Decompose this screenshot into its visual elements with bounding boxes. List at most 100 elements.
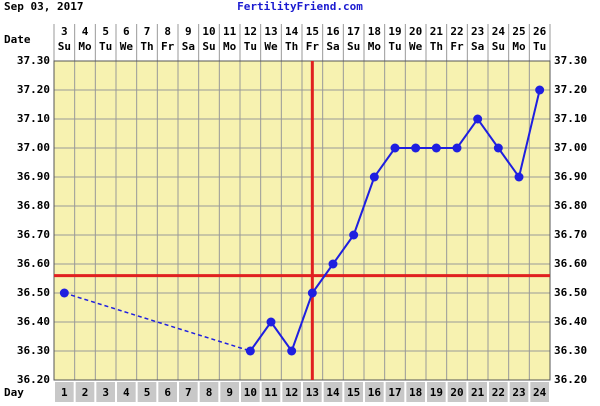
weekday-label: We bbox=[120, 40, 134, 53]
date-label: 11 bbox=[223, 25, 237, 38]
y-tick-label: 37.20 bbox=[17, 83, 50, 96]
x-tick-label: 10 bbox=[244, 386, 257, 399]
date-label: 13 bbox=[264, 25, 277, 38]
weekday-label: Su bbox=[202, 40, 215, 53]
x-tick-label: 5 bbox=[144, 386, 151, 399]
weekday-label: Tu bbox=[533, 40, 546, 53]
day-cell bbox=[509, 382, 529, 402]
day-cell bbox=[344, 382, 363, 402]
day-cell bbox=[323, 382, 343, 402]
date-label: 16 bbox=[326, 25, 340, 38]
weekday-label: Sa bbox=[471, 40, 484, 53]
day-cell bbox=[530, 382, 549, 402]
temperature-point bbox=[514, 172, 524, 182]
y-tick-label-right: 37.30 bbox=[554, 54, 587, 67]
x-tick-label: 14 bbox=[326, 386, 340, 399]
y-tick-label: 36.70 bbox=[17, 228, 50, 241]
weekday-label: Mo bbox=[78, 40, 92, 53]
date-label: 8 bbox=[164, 25, 171, 38]
x-tick-label: 19 bbox=[430, 386, 443, 399]
weekday-label: Th bbox=[430, 40, 443, 53]
weekday-label: Mo bbox=[512, 40, 526, 53]
x-tick-label: 12 bbox=[285, 386, 298, 399]
date-label: 12 bbox=[244, 25, 257, 38]
x-tick-label: 8 bbox=[206, 386, 213, 399]
weekday-label: Sa bbox=[182, 40, 195, 53]
x-tick-label: 16 bbox=[368, 386, 382, 399]
date-label: 17 bbox=[347, 25, 360, 38]
y-tick-label-right: 36.40 bbox=[554, 315, 587, 328]
date-label: 25 bbox=[512, 25, 525, 38]
temperature-point bbox=[287, 346, 297, 356]
date-label: 19 bbox=[388, 25, 401, 38]
x-tick-label: 18 bbox=[409, 386, 422, 399]
weekday-label: Tu bbox=[388, 40, 401, 53]
day-cell bbox=[427, 382, 446, 402]
weekday-label: Mo bbox=[223, 40, 237, 53]
gap-bridge bbox=[64, 292, 251, 352]
date-label: 18 bbox=[368, 25, 381, 38]
temperature-point bbox=[369, 172, 379, 182]
chart-title: Sep 03, 2017 bbox=[4, 0, 83, 13]
date-label: 3 bbox=[61, 25, 68, 38]
x-tick-label: 11 bbox=[264, 386, 278, 399]
y-tick-label: 36.50 bbox=[17, 286, 50, 299]
date-label: 21 bbox=[430, 25, 444, 38]
day-label: Day bbox=[4, 386, 24, 399]
day-cell bbox=[303, 382, 322, 402]
date-label: 9 bbox=[185, 25, 192, 38]
date-label: 7 bbox=[144, 25, 151, 38]
day-cell bbox=[199, 382, 219, 402]
temperature-point bbox=[535, 85, 545, 95]
weekday-label: We bbox=[409, 40, 423, 53]
date-label: 20 bbox=[409, 25, 422, 38]
y-tick-label: 36.40 bbox=[17, 315, 50, 328]
weekday-label: Su bbox=[492, 40, 505, 53]
x-tick-label: 20 bbox=[450, 386, 463, 399]
day-cell bbox=[489, 382, 508, 402]
y-tick-label-right: 37.00 bbox=[554, 141, 587, 154]
weekday-label: Mo bbox=[368, 40, 382, 53]
site-name: FertilityFriend.com bbox=[237, 0, 363, 13]
temperature-point bbox=[307, 288, 317, 298]
date-label: 22 bbox=[450, 25, 463, 38]
y-tick-label-right: 36.20 bbox=[554, 373, 587, 386]
y-tick-label: 36.20 bbox=[17, 373, 50, 386]
temperature-point bbox=[328, 259, 338, 269]
date-label: 15 bbox=[306, 25, 319, 38]
weekday-label: Fr bbox=[450, 40, 464, 53]
y-tick-label: 37.10 bbox=[17, 112, 50, 125]
date-label: 5 bbox=[102, 25, 109, 38]
day-cell bbox=[75, 382, 95, 402]
weekday-label: Tu bbox=[244, 40, 257, 53]
y-tick-label: 36.30 bbox=[17, 344, 50, 357]
temperature-point bbox=[473, 114, 483, 124]
weekday-label: We bbox=[264, 40, 278, 53]
day-cell bbox=[447, 382, 467, 402]
x-tick-label: 17 bbox=[388, 386, 401, 399]
day-cell bbox=[261, 382, 281, 402]
day-cell bbox=[241, 382, 260, 402]
day-cell bbox=[117, 382, 136, 402]
day-cell bbox=[406, 382, 425, 402]
temperature-point bbox=[411, 143, 421, 153]
temperature-point bbox=[452, 143, 462, 153]
day-cell bbox=[468, 382, 487, 402]
day-cell bbox=[137, 382, 157, 402]
x-tick-label: 13 bbox=[306, 386, 319, 399]
date-label: 4 bbox=[82, 25, 89, 38]
temperature-point bbox=[493, 143, 503, 153]
date-label: 10 bbox=[202, 25, 215, 38]
x-tick-label: 22 bbox=[492, 386, 505, 399]
day-cell bbox=[55, 382, 74, 402]
day-cell bbox=[282, 382, 301, 402]
temperature-point bbox=[266, 317, 276, 327]
x-tick-label: 15 bbox=[347, 386, 360, 399]
day-cell bbox=[158, 382, 177, 402]
y-tick-label-right: 37.10 bbox=[554, 112, 587, 125]
temperature-point bbox=[245, 346, 255, 356]
day-cell bbox=[96, 382, 115, 402]
y-tick-label-right: 36.50 bbox=[554, 286, 587, 299]
temperature-point bbox=[431, 143, 441, 153]
